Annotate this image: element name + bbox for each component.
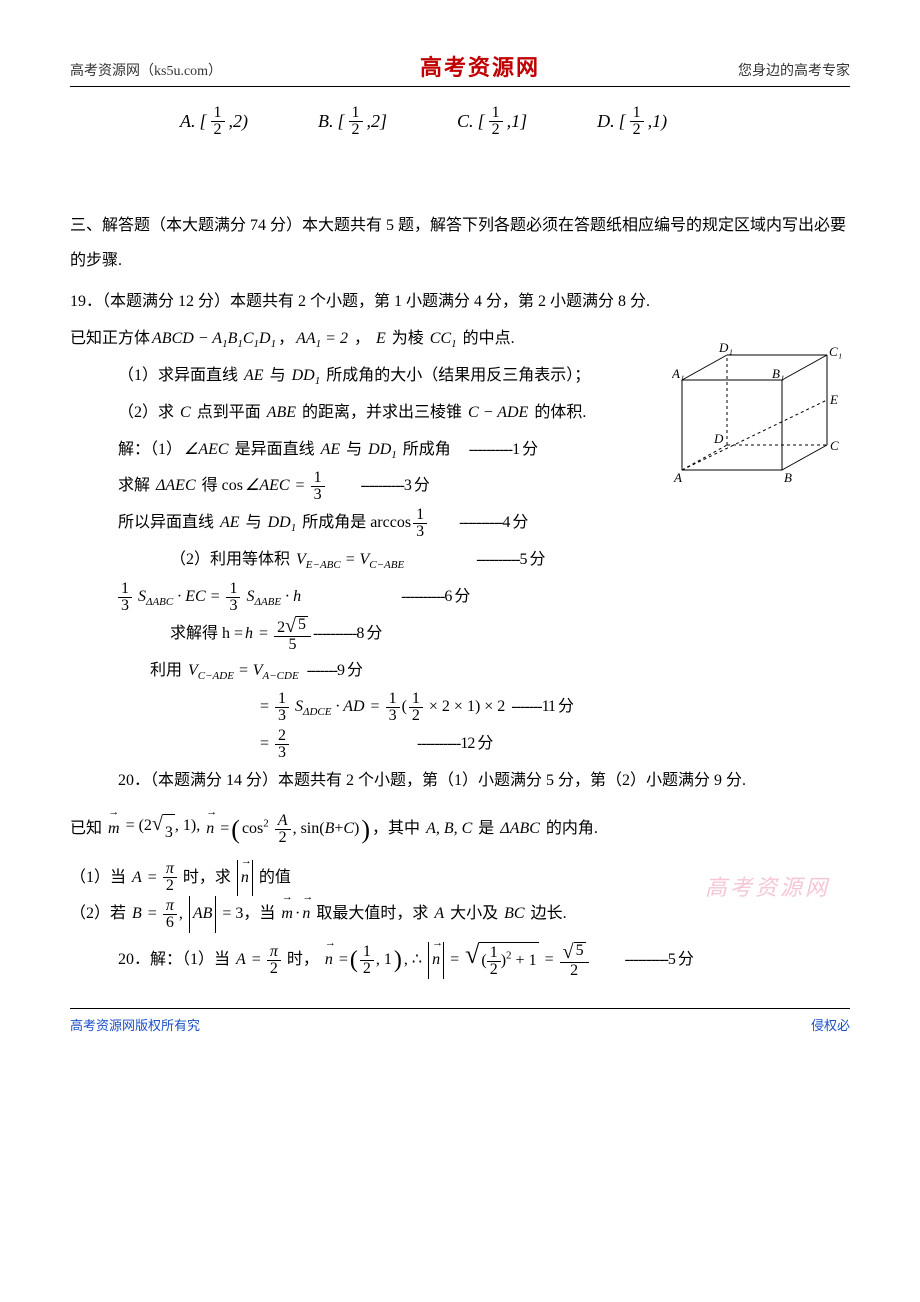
label-E: E (829, 392, 838, 407)
header-left: 高考资源网（ks5u.com） (70, 60, 222, 80)
q19-sol2c: 求解得 h = h = 2√55 ----------8 分 (70, 616, 850, 653)
q19-sol1c: 所以异面直线 AE 与 DD1 所成角是 arccos 13 ---------… (70, 505, 850, 542)
q19-sol2f: = 23 ----------12 分 (70, 726, 850, 763)
mc-options: A. [ 12 ,2) B. [ 12 ,2] C. [ 12 ,1] D. [… (70, 105, 850, 138)
label-B: B (784, 470, 792, 485)
q20-sol: 20．解：（1）当 A = π2 时， n = (12, 1) , ∴ n = … (70, 933, 850, 988)
label-D: D (713, 431, 724, 446)
q19-sol2b: 13 SΔABC · EC = 13 SΔABE · h ----------6… (70, 579, 850, 616)
label-A: A (673, 470, 682, 485)
section-3-title: 三、解答题（本大题满分 74 分）本大题共有 5 题，解答下列各题必须在答题纸相… (70, 208, 850, 278)
label-D1: D₁ (718, 340, 733, 355)
q19-sol2e: = 13 SΔDCE · AD = 13( 12 × 2 × 1) × 2 --… (70, 689, 850, 726)
label-A1: A₁ (672, 366, 684, 381)
footer-right: 侵权必 (811, 1015, 850, 1034)
page-header: 高考资源网（ks5u.com） 高考资源网 您身边的高考专家 (70, 50, 850, 82)
page-footer: 高考资源网版权所有究 侵权必 (70, 1015, 850, 1034)
cube-diagram: A B C D A₁ B₁ C₁ D₁ E (672, 340, 842, 500)
q20-header: 20．（本题满分 14 分）本题共有 2 个小题，第（1）小题满分 5 分，第（… (70, 763, 850, 800)
header-center: 高考资源网 (420, 50, 540, 82)
label-C: C (830, 438, 839, 453)
header-right: 您身边的高考专家 (738, 60, 850, 80)
footer-left: 高考资源网版权所有究 (70, 1015, 200, 1034)
option-a: A. [ 12 ,2) (180, 105, 248, 138)
watermark: 高考资源网 (705, 870, 830, 902)
option-d: D. [ 12 ,1) (597, 105, 667, 138)
q19-sol2d: 利用 VC−ADE = VA−CDE -------9 分 (70, 653, 850, 690)
label-C1: C₁ (829, 344, 842, 359)
header-rule (70, 86, 850, 87)
q19-sol2a: （2）利用等体积 VE−ABC = VC−ABE ----------5 分 (70, 542, 850, 579)
q20-given: 已知 m = (2√3, 1), n = (cos2 A2, sin(B+C))… (70, 800, 850, 860)
footer-rule (70, 1008, 850, 1009)
option-c: C. [ 12 ,1] (457, 105, 527, 138)
q19-header: 19．（本题满分 12 分）本题共有 2 个小题，第 1 小题满分 4 分，第 … (70, 284, 850, 321)
option-b: B. [ 12 ,2] (318, 105, 387, 138)
label-B1: B₁ (772, 366, 784, 381)
